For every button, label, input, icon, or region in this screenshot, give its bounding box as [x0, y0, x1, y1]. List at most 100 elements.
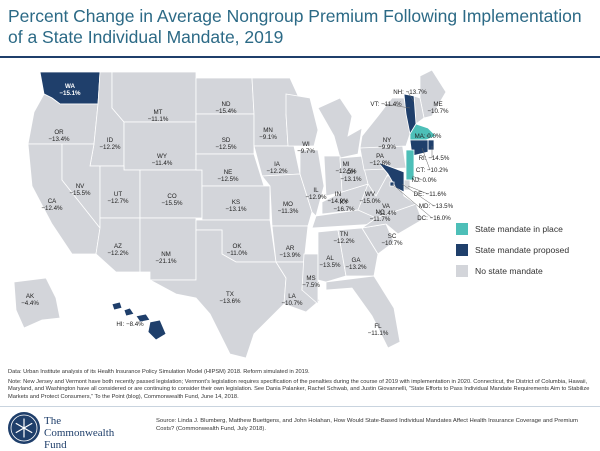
state-abbr-ia: IA — [274, 161, 281, 168]
state-abbr-de: DE: −11.6% — [414, 191, 447, 198]
state-value-or: −13.4% — [48, 136, 70, 143]
state-value-ut: −12.7% — [107, 198, 129, 205]
state-value-ne: −12.5% — [217, 176, 239, 183]
state-value-il: −12.9% — [305, 194, 327, 201]
state-abbr-nc: NC — [376, 209, 385, 216]
legend-swatch-proposed — [456, 243, 468, 256]
leader-line-nh — [407, 91, 415, 103]
legend-item-in-place: State mandate in place — [456, 218, 596, 239]
legend-swatch-none — [456, 264, 468, 277]
state-md — [376, 161, 405, 193]
state-abbr-mo: MO — [283, 201, 293, 208]
logo-line-commonwealth: Commonwealth — [44, 427, 115, 439]
state-abbr-ne: NE — [224, 169, 233, 176]
state-abbr-ut: UT — [114, 191, 122, 198]
state-abbr-ma: MA: 0.0% — [415, 133, 442, 140]
state-fl — [325, 275, 401, 349]
state-value-tn: −12.2% — [333, 238, 355, 245]
logo-line-fund: Fund — [44, 439, 67, 451]
state-value-in: −14.9% — [327, 198, 349, 205]
state-abbr-ks: KS — [232, 199, 240, 206]
state-value-me: −10.7% — [427, 108, 449, 115]
state-abbr-az: AZ — [114, 243, 122, 250]
state-abbr-tn: TN — [340, 231, 348, 238]
state-abbr-mi: MI — [343, 161, 350, 168]
legend-swatch-in-place — [456, 222, 468, 235]
state-abbr-ny: NY — [383, 137, 392, 144]
leader-line-md — [401, 183, 435, 207]
state-abbr-nm: NM — [161, 251, 171, 258]
state-value-ia: −12.2% — [266, 168, 288, 175]
state-hi — [111, 301, 167, 341]
state-abbr-nj: NJ: 0.0% — [411, 177, 437, 184]
state-abbr-mn: MN — [263, 127, 273, 134]
state-shape-ri — [427, 139, 435, 151]
state-al — [317, 229, 347, 283]
state-value-ky: −16.7% — [333, 206, 355, 213]
state-abbr-id: ID — [107, 137, 114, 144]
state-abbr-nh: NH: −13.7% — [393, 89, 427, 96]
leader-line-vt — [383, 103, 411, 109]
footnote: Note: New Jersey and Vermont have both r… — [8, 378, 590, 400]
state-in — [323, 155, 343, 197]
state-abbr-vt: VT: −11.4% — [370, 101, 402, 108]
state-shape-de — [403, 179, 411, 191]
state-value-sc: −10.7% — [381, 240, 403, 247]
state-abbr-hi: HI: −8.4% — [116, 321, 144, 328]
state-abbr-sc: SC — [388, 233, 397, 240]
footer-divider — [0, 406, 600, 407]
legend-label: No state mandate — [475, 265, 543, 276]
state-abbr-md: MD: −13.5% — [419, 203, 454, 210]
state-value-oh: −13.1% — [340, 176, 362, 183]
state-value-wv: −15.0% — [359, 198, 381, 205]
state-wi — [285, 93, 319, 147]
state-abbr-in: IN — [335, 191, 341, 198]
logo-line-the: The — [44, 415, 62, 427]
state-value-nv: −15.5% — [69, 190, 91, 197]
state-abbr-wy: WY — [157, 153, 167, 160]
state-value-ga: −13.2% — [345, 264, 367, 271]
leader-line-nj — [411, 175, 423, 181]
us-map: −15.1%WA−13.4%OR−12.4%CA−12.2%ID−15.5%NV… — [13, 69, 454, 359]
state-abbr-il: IL — [313, 187, 319, 194]
state-abbr-tx: TX — [226, 291, 234, 298]
state-ga — [337, 227, 379, 277]
state-abbr-pa: PA — [376, 153, 385, 160]
state-value-nd: −15.4% — [215, 108, 237, 115]
state-abbr-sd: SD — [222, 137, 231, 144]
state-value-wa: −15.1% — [59, 90, 81, 97]
leader-line-dc — [391, 183, 433, 219]
state-value-wi: −9.7% — [297, 148, 315, 155]
legend-item-none: No state mandate — [456, 260, 596, 281]
state-shape-ms — [301, 253, 319, 305]
state-value-va: −11.4% — [376, 210, 397, 217]
state-abbr-wi: WI — [302, 141, 310, 148]
state-value-mo: −11.3% — [278, 208, 299, 215]
state-value-ca: −12.4% — [41, 205, 63, 212]
state-value-fl: −11.1% — [368, 330, 389, 337]
state-shape-md — [376, 161, 405, 193]
state-abbr-la: LA — [288, 293, 296, 300]
state-ak — [13, 277, 61, 329]
state-abbr-wv: WV — [365, 191, 376, 198]
state-nj — [405, 149, 415, 181]
state-abbr-nd: ND — [222, 101, 231, 108]
state-value-ms: −7.5% — [302, 282, 320, 289]
state-shape-al — [317, 229, 347, 283]
state-value-mn: −9.1% — [259, 134, 277, 141]
state-value-wy: −11.4% — [152, 160, 173, 167]
state-abbr-ri: RI: −14.5% — [419, 155, 450, 162]
state-abbr-dc: DC: −16.0% — [417, 215, 451, 222]
state-abbr-ok: OK — [233, 243, 243, 250]
source-citation: Source: Linda J. Blumberg, Matthew Buett… — [156, 418, 578, 432]
state-value-la: −10.7% — [281, 300, 303, 307]
legend-item-proposed: State mandate proposed — [456, 239, 596, 260]
leader-line-de — [407, 185, 429, 195]
state-abbr-al: AL — [326, 255, 334, 262]
state-abbr-me: ME — [433, 101, 442, 108]
state-value-pa: −12.8% — [369, 160, 391, 167]
state-value-ks: −13.1% — [225, 206, 247, 213]
state-shape-ga — [337, 227, 379, 277]
legend-label: State mandate proposed — [475, 244, 570, 255]
state-value-mt: −11.1% — [148, 116, 169, 123]
